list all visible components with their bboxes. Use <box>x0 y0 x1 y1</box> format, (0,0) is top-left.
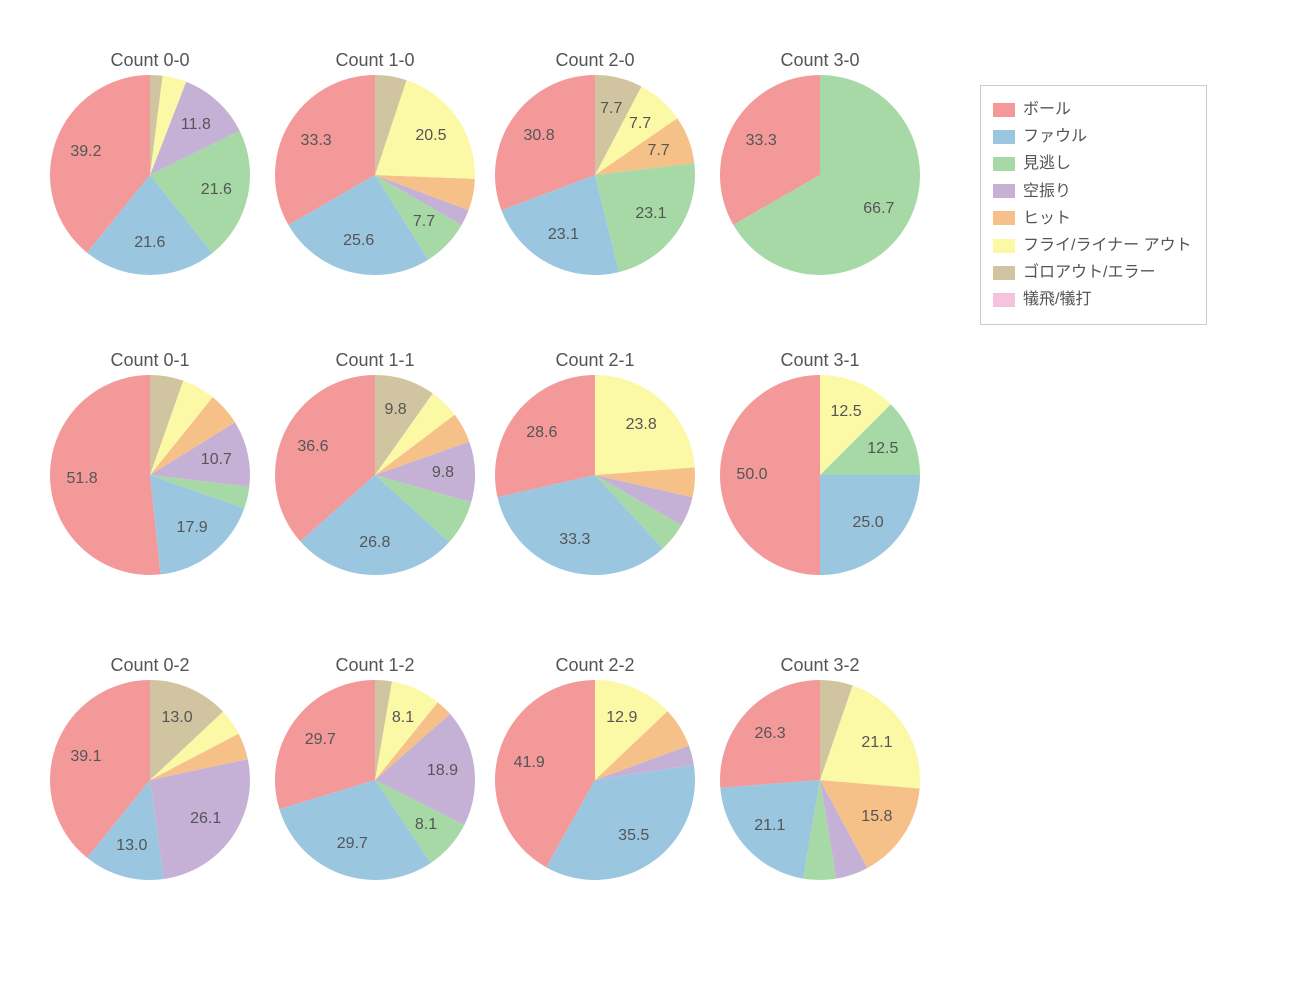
pie-slice-swinging <box>150 759 250 879</box>
legend-label: ゴロアウト/エラー <box>1023 259 1155 286</box>
legend-swatch <box>993 211 1015 225</box>
pie-grid: Count 0-039.221.621.611.8Count 1-033.325… <box>0 0 1300 1000</box>
pie-slice-ball <box>720 680 820 788</box>
legend-item: ファウル <box>993 123 1192 150</box>
pie-chart <box>275 680 475 880</box>
legend-swatch <box>993 184 1015 198</box>
chart-title: Count 3-0 <box>780 50 859 71</box>
legend: ボールファウル見逃し空振りヒットフライ/ライナー アウトゴロアウト/エラー犠飛/… <box>980 85 1207 325</box>
legend-label: フライ/ライナー アウト <box>1023 232 1192 259</box>
pie-slice-flyout <box>595 375 695 475</box>
legend-label: 犠飛/犠打 <box>1023 286 1091 313</box>
pie-chart <box>720 375 920 575</box>
legend-item: 空振り <box>993 178 1192 205</box>
chart-title: Count 2-2 <box>555 655 634 676</box>
chart-title: Count 1-1 <box>335 350 414 371</box>
legend-item: ゴロアウト/エラー <box>993 259 1192 286</box>
chart-title: Count 2-0 <box>555 50 634 71</box>
chart-title: Count 1-2 <box>335 655 414 676</box>
pie-chart <box>720 75 920 275</box>
pie-slice-foul <box>720 780 820 879</box>
chart-title: Count 3-1 <box>780 350 859 371</box>
pie-slice-foul <box>820 475 920 575</box>
legend-label: ヒット <box>1023 205 1071 232</box>
legend-swatch <box>993 130 1015 144</box>
pie-slice-ball <box>720 375 820 575</box>
pie-chart <box>720 680 920 880</box>
chart-title: Count 2-1 <box>555 350 634 371</box>
chart-title: Count 0-0 <box>110 50 189 71</box>
legend-item: 見逃し <box>993 150 1192 177</box>
legend-swatch <box>993 239 1015 253</box>
pie-chart <box>50 680 250 880</box>
chart-title: Count 1-0 <box>335 50 414 71</box>
legend-item: ヒット <box>993 205 1192 232</box>
pie-chart <box>275 75 475 275</box>
legend-swatch <box>993 266 1015 280</box>
legend-label: ファウル <box>1023 123 1087 150</box>
legend-label: 見逃し <box>1023 150 1071 177</box>
chart-title: Count 0-1 <box>110 350 189 371</box>
pie-chart <box>50 75 250 275</box>
legend-swatch <box>993 157 1015 171</box>
legend-item: ボール <box>993 96 1192 123</box>
legend-label: 空振り <box>1023 178 1071 205</box>
legend-label: ボール <box>1023 96 1071 123</box>
pie-chart <box>275 375 475 575</box>
pie-slice-ball <box>50 375 161 575</box>
legend-item: フライ/ライナー アウト <box>993 232 1192 259</box>
chart-title: Count 0-2 <box>110 655 189 676</box>
legend-item: 犠飛/犠打 <box>993 286 1192 313</box>
legend-swatch <box>993 103 1015 117</box>
pie-chart <box>495 75 695 275</box>
pie-chart <box>50 375 250 575</box>
pie-chart <box>495 680 695 880</box>
chart-title: Count 3-2 <box>780 655 859 676</box>
pie-chart <box>495 375 695 575</box>
legend-swatch <box>993 293 1015 307</box>
